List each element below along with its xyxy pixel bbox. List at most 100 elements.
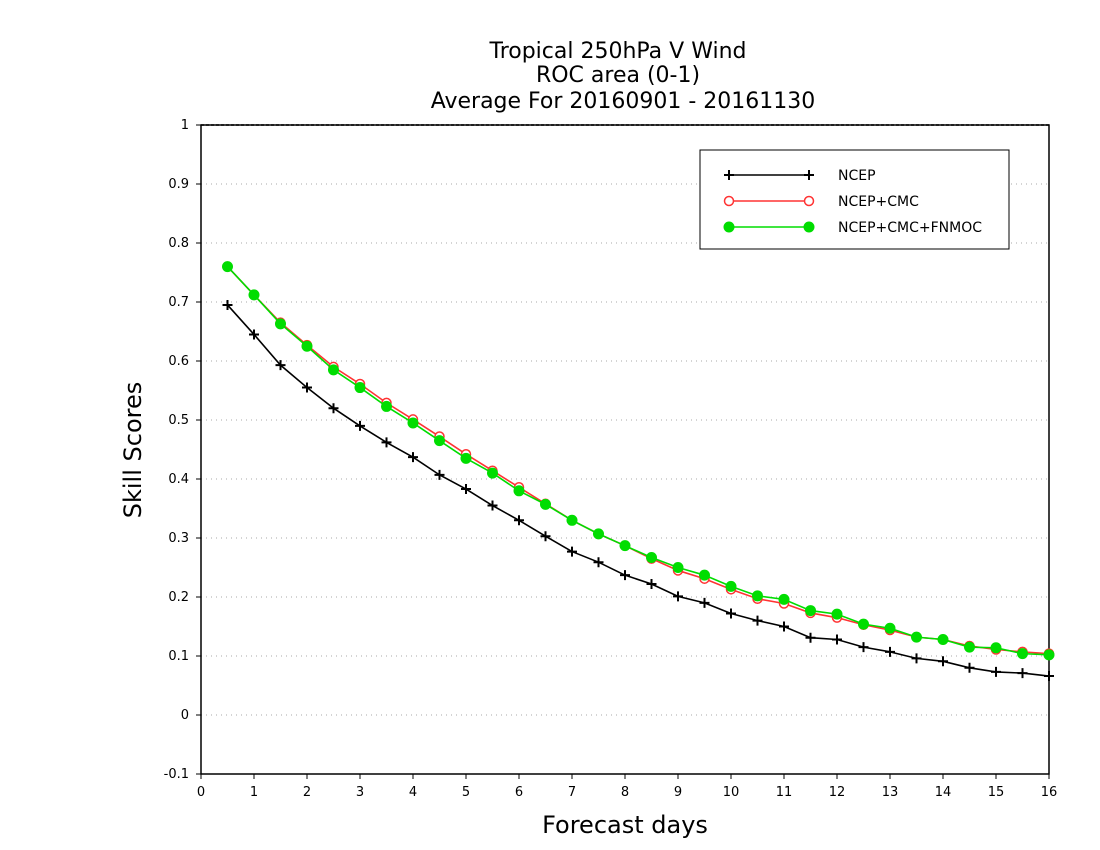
data-point [487,467,498,479]
legend-item: NCEP+CMC [723,194,919,210]
y-tick-label: 0 [181,708,189,723]
x-tick-label: 11 [776,785,793,800]
series-ncep-cmc [222,261,1055,659]
data-point [593,528,604,540]
y-axis: -0.1 0 0.1 0.2 0.3 0.4 0.5 0.6 0.7 0.8 0.9 1 [164,118,201,782]
legend-marker [803,221,815,233]
x-tick-label: 12 [829,785,846,800]
y-tick-label: 0.5 [168,413,189,428]
data-point [301,340,313,352]
data-point [938,656,948,667]
series-layer [222,261,1055,682]
data-point [619,540,631,552]
data-point [646,579,657,590]
legend-marker [724,170,734,180]
legend-label: NCEP+CMC [838,194,919,210]
series-line [226,266,1050,655]
data-point [222,261,233,273]
y-tick-label: 0.9 [168,177,189,192]
data-point [1044,671,1054,682]
data-point [275,360,286,371]
data-point [858,618,869,630]
y-tick-label: 0.7 [168,295,189,310]
data-point [779,621,789,632]
data-point [699,597,710,608]
data-point [752,615,763,626]
data-point [884,622,896,634]
data-point [407,417,419,429]
x-tick-label: 6 [515,785,523,800]
x-tick-label: 16 [1041,785,1058,800]
x-tick-label: 3 [356,785,364,800]
data-point [858,642,869,653]
chart-title-line-2: ROC area (0-1) [536,63,700,88]
data-point [911,631,922,643]
x-tick-label: 0 [197,785,205,800]
y-tick-label: -0.1 [164,767,189,782]
data-point [434,469,445,480]
data-point [1043,649,1055,661]
x-tick-label: 5 [462,785,470,800]
x-tick-label: 7 [568,785,576,800]
series-ncep [222,299,1054,682]
y-tick-label: 0.3 [168,531,189,546]
data-point [540,498,551,510]
legend-label: NCEP+CMC+FNMOC [838,220,982,236]
chart-title-line-1: Tropical 250hPa V Wind [488,39,746,64]
series-line [226,304,1050,677]
x-tick-label: 8 [621,785,629,800]
x-tick-label: 1 [250,785,258,800]
data-point [991,666,1001,677]
data-point [461,484,471,495]
series-ncep-cmc-fnmoc [222,261,1055,661]
data-point [408,452,418,463]
legend-label: NCEP [838,168,876,184]
data-point [302,382,312,393]
series-line [226,266,1050,656]
data-point [514,515,524,526]
data-point [381,400,392,412]
data-point [964,662,975,673]
data-point [328,403,339,414]
data-point [275,318,286,330]
legend-marker [803,195,815,207]
data-point [672,562,684,573]
data-point [831,608,843,620]
x-tick-label: 10 [723,785,740,800]
x-axis: 0 1 2 3 4 5 6 7 8 9 10 11 12 13 14 15 16 [197,774,1057,800]
legend-box [699,149,1010,250]
data-point [964,641,975,653]
chart-title-line-3: Average For 20160901 - 20161130 [431,89,816,114]
data-point [566,514,578,526]
data-point [460,452,472,464]
data-point [328,364,339,376]
x-tick-label: 2 [303,785,311,800]
data-point [593,557,604,568]
x-tick-label: 9 [674,785,682,800]
legend-marker [723,195,735,207]
y-tick-label: 0.1 [168,649,189,664]
data-point [937,633,949,645]
data-point [673,591,683,602]
data-point [222,299,233,310]
data-point [726,608,736,619]
data-point [805,632,816,643]
data-point [805,605,816,617]
y-axis-label: Skill Scores [119,382,147,519]
x-tick-label: 13 [882,785,899,800]
data-point [354,382,366,394]
data-point [513,485,525,497]
data-point [248,289,260,301]
data-point [567,546,577,557]
y-tick-label: 1 [181,118,189,133]
data-point [1017,668,1028,679]
chart-title: Tropical 250hPa V Wind ROC area (0-1) Av… [431,39,816,114]
x-tick-label: 4 [409,785,417,800]
x-axis-label: Forecast days [542,811,708,839]
data-point [832,634,842,645]
data-point [911,653,922,664]
data-point [778,593,790,605]
data-point [725,580,737,592]
data-point [487,500,498,511]
